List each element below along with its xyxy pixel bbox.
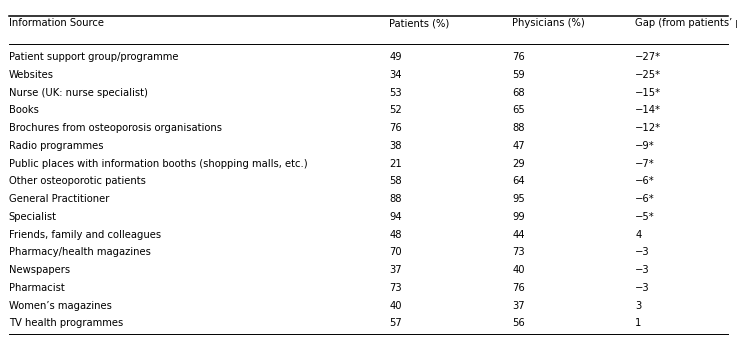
Text: Public places with information booths (shopping malls, etc.): Public places with information booths (s… (9, 159, 307, 169)
Text: Pharmacist: Pharmacist (9, 283, 65, 293)
Text: 47: 47 (512, 141, 525, 151)
Text: −5*: −5* (635, 212, 655, 222)
Text: Brochures from osteoporosis organisations: Brochures from osteoporosis organisation… (9, 123, 222, 133)
Text: Specialist: Specialist (9, 212, 57, 222)
Text: −27*: −27* (635, 52, 661, 62)
Text: 94: 94 (389, 212, 402, 222)
Text: 56: 56 (512, 318, 525, 329)
Text: 34: 34 (389, 70, 402, 80)
Text: 59: 59 (512, 70, 525, 80)
Text: −3: −3 (635, 283, 650, 293)
Text: 99: 99 (512, 212, 525, 222)
Text: 65: 65 (512, 105, 525, 116)
Text: Pharmacy/health magazines: Pharmacy/health magazines (9, 247, 151, 258)
Text: 57: 57 (389, 318, 402, 329)
Text: Women’s magazines: Women’s magazines (9, 301, 112, 311)
Text: 76: 76 (512, 283, 525, 293)
Text: −6*: −6* (635, 194, 655, 204)
Text: Physicians (%): Physicians (%) (512, 18, 585, 29)
Text: Patients (%): Patients (%) (389, 18, 450, 29)
Text: −15*: −15* (635, 88, 661, 98)
Text: 76: 76 (512, 52, 525, 62)
Text: 1: 1 (635, 318, 642, 329)
Text: Other osteoporotic patients: Other osteoporotic patients (9, 176, 146, 187)
Text: 70: 70 (389, 247, 402, 258)
Text: −12*: −12* (635, 123, 661, 133)
Text: 37: 37 (389, 265, 402, 275)
Text: 53: 53 (389, 88, 402, 98)
Text: 76: 76 (389, 123, 402, 133)
Text: 49: 49 (389, 52, 402, 62)
Text: 68: 68 (512, 88, 525, 98)
Text: 73: 73 (389, 283, 402, 293)
Text: 40: 40 (512, 265, 525, 275)
Text: 40: 40 (389, 301, 402, 311)
Text: 88: 88 (389, 194, 402, 204)
Text: 21: 21 (389, 159, 402, 169)
Text: −14*: −14* (635, 105, 661, 116)
Text: Newspapers: Newspapers (9, 265, 70, 275)
Text: 73: 73 (512, 247, 525, 258)
Text: Friends, family and colleagues: Friends, family and colleagues (9, 230, 161, 240)
Text: Gap (from patients’ perspective): Gap (from patients’ perspective) (635, 18, 737, 29)
Text: Nurse (UK: nurse specialist): Nurse (UK: nurse specialist) (9, 88, 147, 98)
Text: Radio programmes: Radio programmes (9, 141, 103, 151)
Text: −3: −3 (635, 265, 650, 275)
Text: 48: 48 (389, 230, 402, 240)
Text: 29: 29 (512, 159, 525, 169)
Text: −7*: −7* (635, 159, 655, 169)
Text: −6*: −6* (635, 176, 655, 187)
Text: −9*: −9* (635, 141, 655, 151)
Text: −3: −3 (635, 247, 650, 258)
Text: 4: 4 (635, 230, 641, 240)
Text: 58: 58 (389, 176, 402, 187)
Text: Books: Books (9, 105, 39, 116)
Text: −25*: −25* (635, 70, 661, 80)
Text: 52: 52 (389, 105, 402, 116)
Text: 37: 37 (512, 301, 525, 311)
Text: Websites: Websites (9, 70, 54, 80)
Text: TV health programmes: TV health programmes (9, 318, 123, 329)
Text: General Practitioner: General Practitioner (9, 194, 109, 204)
Text: 44: 44 (512, 230, 525, 240)
Text: 64: 64 (512, 176, 525, 187)
Text: Patient support group/programme: Patient support group/programme (9, 52, 178, 62)
Text: Information Source: Information Source (9, 18, 104, 29)
Text: 38: 38 (389, 141, 402, 151)
Text: 88: 88 (512, 123, 525, 133)
Text: 95: 95 (512, 194, 525, 204)
Text: 3: 3 (635, 301, 641, 311)
